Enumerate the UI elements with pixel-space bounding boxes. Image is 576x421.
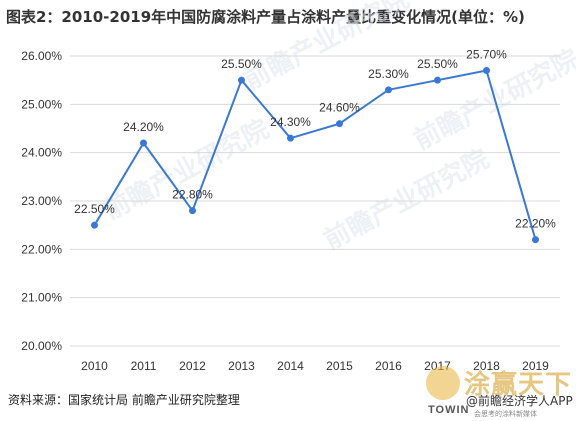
- x-tick-label: 2011: [131, 359, 157, 373]
- x-tick-label: 2013: [228, 359, 255, 373]
- data-point: [336, 120, 343, 128]
- brand-towin: TOWIN: [428, 404, 470, 416]
- watermark-text: 前瞻产业研究院: [239, 0, 414, 96]
- x-tick-label: 2016: [375, 359, 402, 373]
- y-tick-label: 25.00%: [21, 97, 62, 111]
- data-label: 24.30%: [270, 115, 311, 129]
- watermark-text: 前瞻产业研究院: [319, 143, 494, 256]
- data-point: [434, 76, 441, 84]
- brand-name: 涂赢天下: [464, 370, 573, 400]
- data-label: 25.30%: [368, 67, 409, 81]
- data-point: [532, 236, 539, 244]
- data-label: 22.80%: [172, 188, 213, 202]
- data-point: [287, 134, 294, 142]
- data-point: [238, 76, 245, 84]
- x-tick-label: 2019: [522, 359, 549, 373]
- x-tick-label: 2012: [179, 359, 206, 373]
- data-point: [189, 207, 196, 215]
- y-tick-label: 21.00%: [21, 291, 62, 305]
- data-point: [140, 139, 147, 147]
- data-point: [385, 86, 392, 94]
- series-line: [93, 69, 537, 240]
- y-tick-label: 24.00%: [21, 146, 62, 160]
- data-label: 25.50%: [221, 57, 262, 71]
- y-axis: 20.00% 21.00% 22.00% 23.00% 24.00% 25.00% 26.0…: [21, 49, 62, 353]
- brand-app-handle: @前瞻经济学人APP: [466, 394, 573, 408]
- x-tick-label: 2015: [326, 359, 353, 373]
- y-tick-label: 26.00%: [21, 49, 62, 63]
- data-label: 24.60%: [319, 101, 360, 115]
- source-note: 资料来源：国家统计局 前瞻产业研究院整理: [8, 393, 240, 407]
- x-tick-label: 2014: [277, 359, 304, 373]
- data-label: 22.50%: [74, 202, 115, 216]
- y-tick-label: 23.00%: [21, 194, 62, 208]
- x-tick-label: 2010: [81, 359, 108, 373]
- series-layer: [91, 67, 539, 244]
- data-label-layer: 22.50% 24.20% 22.80% 25.50% 24.30% 24.60% 25.3…: [74, 48, 556, 231]
- data-label: 25.50%: [417, 57, 458, 71]
- data-label: 24.20%: [123, 120, 164, 134]
- data-point: [91, 221, 98, 229]
- chart-title: 图表2：2010-2019年中国防腐涂料产量占涂料产量比重变化情况(单位：%): [6, 8, 525, 26]
- grid-lines: [70, 55, 560, 347]
- data-point: [483, 67, 490, 74]
- data-label: 22.20%: [515, 217, 556, 231]
- x-tick-label: 2018: [473, 359, 500, 373]
- brand-mark-icon: [426, 366, 460, 400]
- brand-slogan: 会思考的涂料新媒体: [474, 410, 537, 418]
- y-tick-label: 20.00%: [21, 339, 62, 353]
- brand-logo: 涂赢天下 @前瞻经济学人APP TOWIN 会思考的涂料新媒体: [426, 364, 574, 420]
- x-axis: 2010201120122013201420152016201720182019: [81, 359, 549, 373]
- data-label: 25.70%: [466, 48, 507, 62]
- y-tick-label: 22.00%: [21, 242, 62, 256]
